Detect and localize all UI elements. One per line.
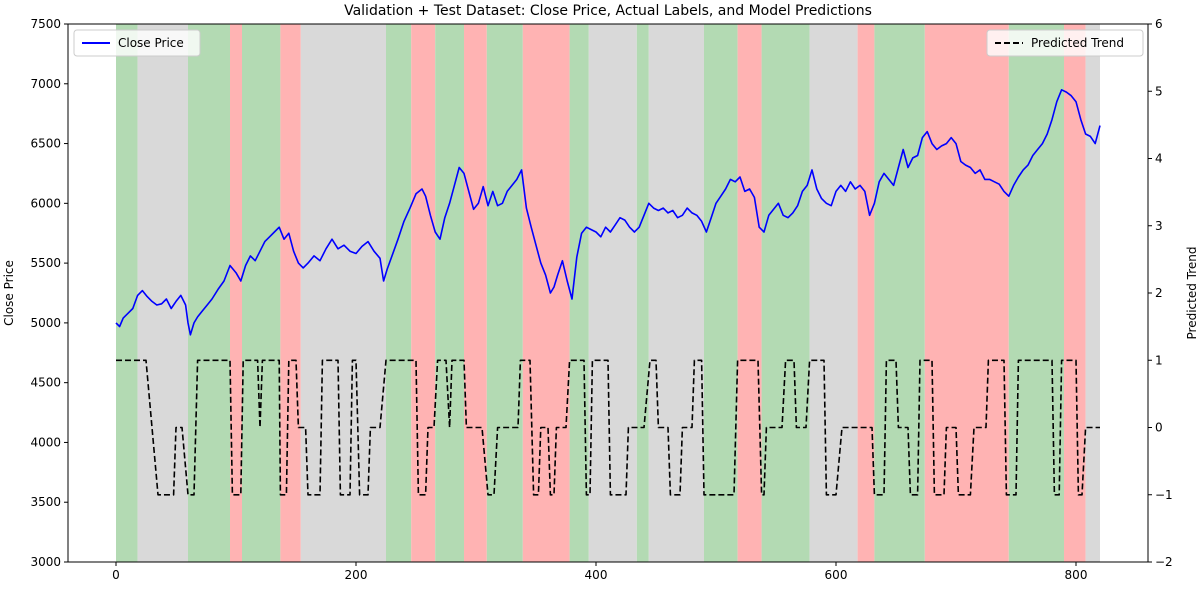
y-axis-left: 3000 3500 4000 4500 5000 5500 6000 6500 7000 7500 bbox=[30, 17, 68, 569]
label-region-up-19 bbox=[761, 24, 810, 562]
y2-tick-label-1: 1 bbox=[1155, 353, 1163, 367]
label-region-down-3 bbox=[230, 24, 242, 562]
predicted-trend-line bbox=[116, 359, 1100, 496]
label-region-down-21 bbox=[857, 24, 875, 562]
y2-tick-label-2: 2 bbox=[1155, 286, 1163, 300]
y-axis-title: Close Price bbox=[2, 260, 16, 326]
label-region-down-10 bbox=[464, 24, 487, 562]
label-region-up-17 bbox=[704, 24, 738, 562]
y-tick-label-5000: 5000 bbox=[30, 316, 61, 330]
close-price-line bbox=[115, 89, 1101, 336]
y-tick-label-6000: 6000 bbox=[30, 196, 61, 210]
label-region-up-24 bbox=[1008, 24, 1064, 562]
legend-close-price-box bbox=[73, 29, 201, 57]
label-region-down-8 bbox=[411, 24, 436, 562]
x-axis: 0 200 400 600 800 bbox=[112, 562, 1087, 582]
y2-tick-label-6: 6 bbox=[1155, 17, 1163, 31]
y-tick-label-3500: 3500 bbox=[30, 495, 61, 509]
label-region-neutral-16 bbox=[648, 24, 704, 562]
label-region-up-9 bbox=[435, 24, 464, 562]
label-regions bbox=[116, 24, 1100, 562]
label-region-neutral-26 bbox=[1085, 24, 1100, 562]
y-tick-label-7500: 7500 bbox=[30, 17, 61, 31]
legend-close-price: Close Price bbox=[73, 29, 201, 57]
y2-tick-label-0: 0 bbox=[1155, 421, 1163, 435]
label-region-neutral-20 bbox=[809, 24, 858, 562]
label-region-down-5 bbox=[280, 24, 301, 562]
y2-tick-label--2: −2 bbox=[1155, 555, 1173, 569]
x-tick-label-600: 600 bbox=[825, 568, 848, 582]
y2-tick-label--1: −1 bbox=[1155, 488, 1173, 502]
label-region-up-2 bbox=[188, 24, 230, 562]
y-axis-right: −2 −1 0 1 2 3 4 5 6 bbox=[1148, 17, 1173, 569]
x-tick-label-400: 400 bbox=[585, 568, 608, 582]
label-region-down-25 bbox=[1064, 24, 1086, 562]
y-tick-label-6500: 6500 bbox=[30, 137, 61, 151]
y2-tick-label-3: 3 bbox=[1155, 219, 1163, 233]
label-region-down-23 bbox=[924, 24, 1009, 562]
y2-tick-label-4: 4 bbox=[1155, 152, 1163, 166]
chart-title: Validation + Test Dataset: Close Price, … bbox=[344, 3, 872, 19]
y-tick-label-3000: 3000 bbox=[30, 555, 61, 569]
y-tick-label-5500: 5500 bbox=[30, 256, 61, 270]
label-region-up-0 bbox=[116, 24, 138, 562]
y-tick-label-7000: 7000 bbox=[30, 77, 61, 91]
label-region-up-13 bbox=[569, 24, 589, 562]
label-region-down-18 bbox=[737, 24, 762, 562]
legend-predicted-trend-label: Predicted Trend bbox=[1031, 36, 1124, 50]
y2-axis-title: Predicted Trend bbox=[1185, 247, 1199, 340]
label-region-up-15 bbox=[636, 24, 649, 562]
label-region-up-7 bbox=[386, 24, 412, 562]
label-region-neutral-1 bbox=[137, 24, 188, 562]
legend-predicted-trend-box bbox=[986, 29, 1144, 57]
label-region-neutral-14 bbox=[588, 24, 637, 562]
x-tick-label-800: 800 bbox=[1065, 568, 1088, 582]
legend-close-price-label: Close Price bbox=[118, 36, 184, 50]
label-region-up-11 bbox=[486, 24, 523, 562]
x-tick-label-200: 200 bbox=[345, 568, 368, 582]
y-tick-label-4500: 4500 bbox=[30, 376, 61, 390]
label-region-up-4 bbox=[242, 24, 281, 562]
x-tick-label-0: 0 bbox=[112, 568, 120, 582]
label-region-neutral-6 bbox=[300, 24, 386, 562]
close-price-line-group bbox=[115, 89, 1101, 336]
predicted-trend-line-group bbox=[116, 359, 1100, 496]
label-region-up-22 bbox=[874, 24, 925, 562]
label-region-down-12 bbox=[522, 24, 570, 562]
legend-predicted-trend: Predicted Trend bbox=[986, 29, 1144, 57]
y2-tick-label-5: 5 bbox=[1155, 84, 1163, 98]
y-tick-label-4000: 4000 bbox=[30, 435, 61, 449]
